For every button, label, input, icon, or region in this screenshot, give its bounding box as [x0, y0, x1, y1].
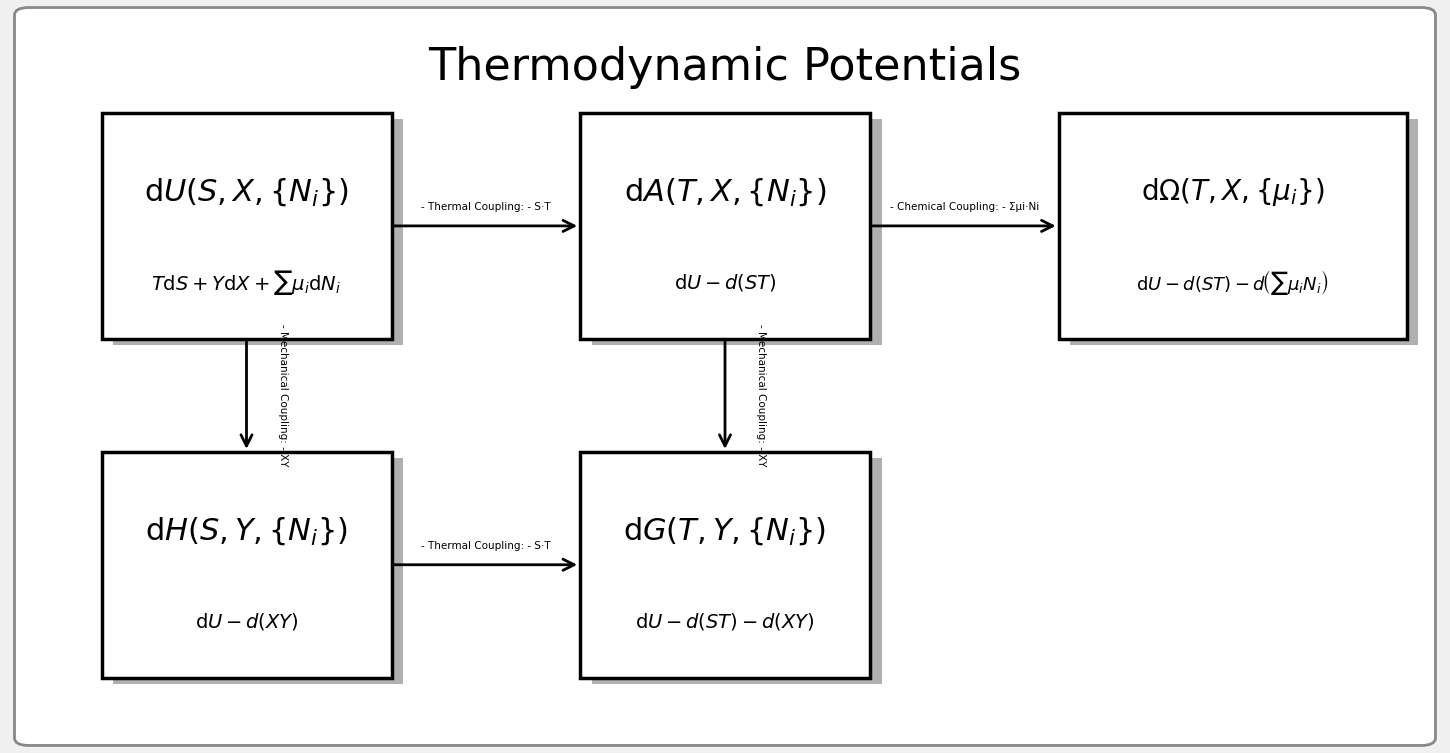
Text: $\mathrm{d}U - d(XY)$: $\mathrm{d}U - d(XY)$	[194, 611, 299, 632]
Text: $\mathrm{d}U - d(ST) - d(XY)$: $\mathrm{d}U - d(ST) - d(XY)$	[635, 611, 815, 632]
Text: $T\mathrm{d}S + Y\mathrm{d}X + \sum \mu_i \mathrm{d}N_i$: $T\mathrm{d}S + Y\mathrm{d}X + \sum \mu_…	[151, 268, 342, 297]
Text: $\mathrm{d}U - d(ST)$: $\mathrm{d}U - d(ST)$	[674, 272, 776, 293]
Text: $\mathrm{d}U(S, X, \{N_i\})$: $\mathrm{d}U(S, X, \{N_i\})$	[144, 176, 349, 208]
FancyBboxPatch shape	[1058, 113, 1406, 339]
FancyBboxPatch shape	[14, 8, 1436, 745]
Text: - Mechanical Coupling: - XY: - Mechanical Coupling: - XY	[278, 324, 287, 467]
FancyBboxPatch shape	[580, 113, 870, 339]
FancyBboxPatch shape	[592, 458, 882, 684]
Text: $\mathrm{d}\Omega(T, X, \{\mu_i\})$: $\mathrm{d}\Omega(T, X, \{\mu_i\})$	[1141, 176, 1324, 208]
FancyBboxPatch shape	[102, 113, 392, 339]
FancyBboxPatch shape	[592, 119, 882, 345]
Text: $\mathrm{d}H(S, Y, \{N_i\})$: $\mathrm{d}H(S, Y, \{N_i\})$	[145, 515, 348, 547]
Text: - Mechanical Coupling: - XY: - Mechanical Coupling: - XY	[757, 324, 766, 467]
FancyBboxPatch shape	[1070, 119, 1418, 345]
FancyBboxPatch shape	[113, 458, 403, 684]
Text: - Thermal Coupling: - S·T: - Thermal Coupling: - S·T	[420, 202, 551, 212]
Text: $\mathrm{d}U - d(ST) - d\!\left(\sum \mu_i N_i\right)$: $\mathrm{d}U - d(ST) - d\!\left(\sum \mu…	[1137, 268, 1328, 297]
Text: - Thermal Coupling: - S·T: - Thermal Coupling: - S·T	[420, 541, 551, 551]
Text: $\mathrm{d}A(T, X, \{N_i\})$: $\mathrm{d}A(T, X, \{N_i\})$	[624, 176, 826, 208]
Text: Thermodynamic Potentials: Thermodynamic Potentials	[428, 46, 1022, 90]
Text: - Chemical Coupling: - Σμi·Ni: - Chemical Coupling: - Σμi·Ni	[890, 202, 1038, 212]
Text: $\mathrm{d}G(T, Y, \{N_i\})$: $\mathrm{d}G(T, Y, \{N_i\})$	[624, 515, 826, 547]
FancyBboxPatch shape	[580, 452, 870, 678]
FancyBboxPatch shape	[102, 452, 392, 678]
FancyBboxPatch shape	[113, 119, 403, 345]
